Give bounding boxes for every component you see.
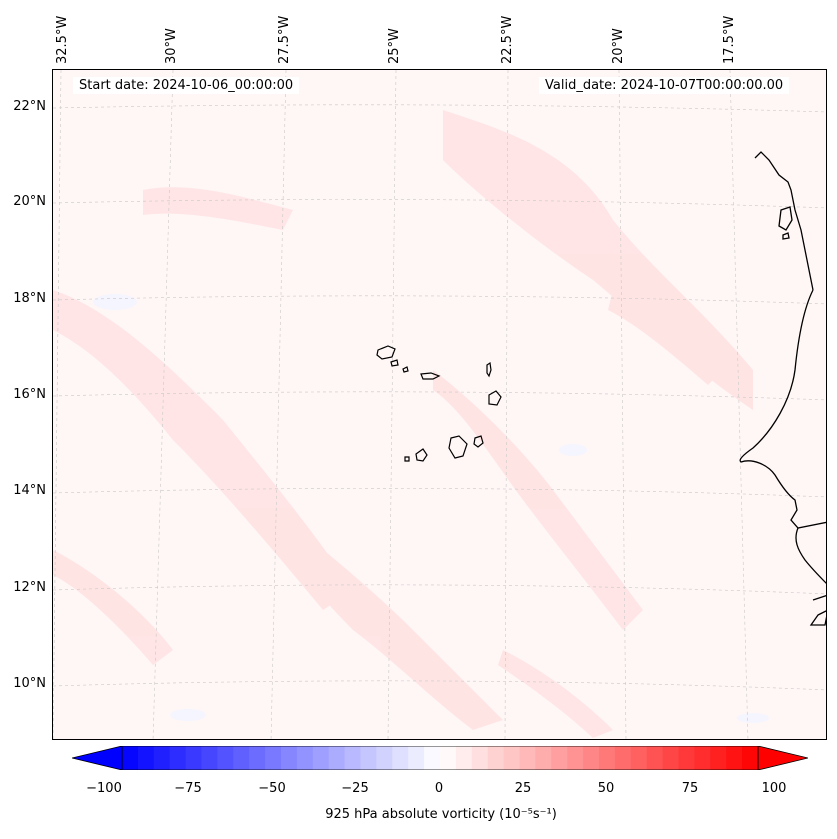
- start-date-label: Start date: 2024-10-06_00:00:00: [73, 77, 300, 94]
- colorbar-band: [583, 746, 600, 770]
- colorbar-band: [360, 746, 377, 770]
- colorbar-band: [614, 746, 632, 770]
- colorbar-low-extend: [72, 746, 123, 770]
- lon-label-32-5w: 32.5°W: [55, 15, 70, 64]
- lon-label-20w: 20°W: [611, 28, 626, 64]
- colorbar-band: [122, 746, 139, 770]
- colorbar-band: [742, 746, 759, 770]
- map-panel[interactable]: [52, 69, 827, 740]
- lat-label-10n: 10°N: [13, 676, 46, 691]
- lat-label-16n: 16°N: [13, 387, 46, 402]
- colorbar-band: [487, 746, 505, 770]
- colorbar-tick-neg100: −100: [86, 781, 122, 796]
- graticule: [53, 70, 826, 739]
- colorbar-band: [153, 746, 171, 770]
- colorbar-band: [392, 746, 409, 770]
- lon-label-25w: 25°W: [387, 28, 402, 64]
- vorticity-field: [53, 70, 826, 739]
- colorbar-band: [567, 746, 584, 770]
- colorbar-band: [376, 746, 393, 770]
- colorbar-band: [599, 746, 616, 770]
- lon-label-30w: 30°W: [164, 28, 179, 64]
- colorbar-label: 925 hPa absolute vorticity (10⁻⁵s⁻¹): [325, 807, 557, 822]
- colorbar-band: [630, 746, 648, 770]
- colorbar-band: [201, 746, 218, 770]
- colorbar-bands: [122, 746, 759, 770]
- colorbar-tick-neg25: −25: [341, 781, 369, 796]
- lat-label-20n: 20°N: [13, 194, 46, 209]
- colorbar-band: [312, 746, 330, 770]
- colorbar-band: [344, 746, 361, 770]
- colorbar-band: [662, 746, 679, 770]
- colorbar-band: [424, 746, 441, 770]
- colorbar-tick-100: 100: [761, 781, 787, 796]
- cape-verde-islands: [376, 345, 502, 462]
- colorbar-tick-25: 25: [514, 781, 532, 796]
- colorbar-band: [408, 746, 425, 770]
- african-coastline: [739, 151, 826, 626]
- lon-label-22-5w: 22.5°W: [500, 15, 515, 64]
- colorbar-tick-neg75: −75: [174, 781, 202, 796]
- colorbar-band: [471, 746, 489, 770]
- colorbar-band: [328, 746, 346, 770]
- colorbar-band: [217, 746, 234, 770]
- lat-label-18n: 18°N: [13, 291, 46, 306]
- colorbar-tick-0: 0: [434, 781, 444, 796]
- colorbar-band: [233, 746, 250, 770]
- colorbar-band: [646, 746, 664, 770]
- colorbar-band: [281, 746, 298, 770]
- colorbar: [72, 746, 808, 770]
- colorbar-band: [519, 746, 536, 770]
- colorbar-tick-50: 50: [597, 781, 615, 796]
- colorbar-tick-75: 75: [681, 781, 699, 796]
- lon-label-27-5w: 27.5°W: [277, 15, 292, 64]
- lat-label-12n: 12°N: [13, 580, 46, 595]
- lat-label-22n: 22°N: [13, 99, 46, 114]
- colorbar-band: [249, 746, 266, 770]
- colorbar-band: [296, 746, 314, 770]
- valid-date-label: Valid_date: 2024-10-07T00:00:00.00: [539, 77, 790, 94]
- colorbar-band: [440, 746, 457, 770]
- lon-label-17-5w: 17.5°W: [722, 15, 737, 64]
- colorbar-band: [137, 746, 155, 770]
- colorbar-band: [455, 746, 473, 770]
- lat-label-14n: 14°N: [13, 483, 46, 498]
- colorbar-band: [185, 746, 202, 770]
- colorbar-band: [551, 746, 568, 770]
- colorbar-band: [169, 746, 187, 770]
- colorbar-tick-neg50: −50: [258, 781, 286, 796]
- colorbar-band: [265, 746, 282, 770]
- colorbar-band: [726, 746, 743, 770]
- colorbar-band: [535, 746, 552, 770]
- colorbar-band: [694, 746, 711, 770]
- colorbar-band: [710, 746, 727, 770]
- colorbar-high-extend: [757, 746, 808, 770]
- colorbar-band: [503, 746, 520, 770]
- colorbar-band: [678, 746, 695, 770]
